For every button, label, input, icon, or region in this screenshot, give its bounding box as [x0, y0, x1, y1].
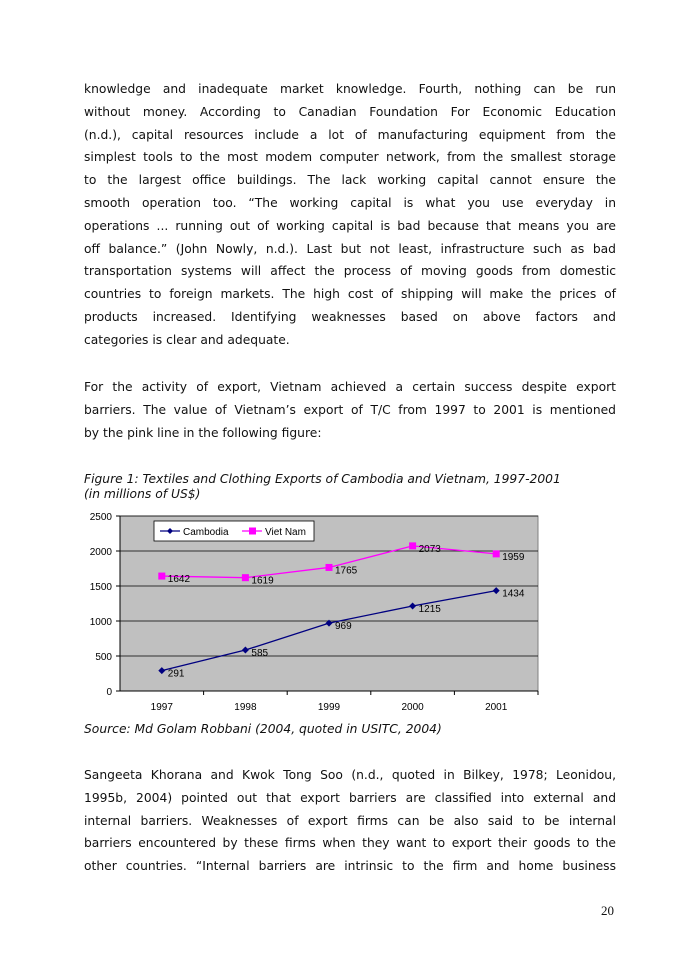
text-line: internal barriers. Weaknesses of export …	[84, 813, 616, 828]
text-line: Sangeeta Khorana and Kwok Tong Soo (n.d.…	[84, 768, 616, 782]
text-line: smooth operation too. “The working capit…	[84, 195, 616, 210]
x-tick-label: 1998	[234, 702, 257, 713]
legend-label: Cambodia	[183, 527, 229, 538]
y-tick-label: 1000	[90, 617, 113, 628]
legend-marker	[167, 528, 173, 534]
data-label: 1619	[251, 576, 274, 587]
text-line: 1995b, 2004) pointed out that export bar…	[84, 790, 616, 805]
text-line: barriers encountered by these firms when…	[84, 836, 616, 851]
data-label: 1642	[168, 574, 191, 585]
text-line: transportation systems will affect the p…	[84, 264, 616, 279]
text-line: categories is clear and adequate.	[84, 332, 290, 347]
paragraph-export-barriers: Sangeeta Khorana and Kwok Tong Soo (n.d.…	[84, 764, 616, 878]
y-tick-label: 1500	[90, 582, 113, 593]
data-label: 1215	[419, 604, 442, 615]
paragraph-export-success: For the activity of export, Vietnam achi…	[84, 376, 616, 444]
text-line: countries to foreign markets. The high c…	[84, 287, 616, 302]
data-point	[492, 587, 500, 595]
figure-caption: Figure 1: Textiles and Clothing Exports …	[84, 472, 561, 502]
data-point	[158, 667, 166, 675]
y-tick-label: 2000	[90, 547, 113, 558]
data-point	[158, 572, 166, 580]
data-label: 2073	[419, 544, 442, 555]
legend	[153, 520, 315, 542]
text-line: other countries. “Internal barriers are …	[84, 859, 616, 874]
legend-label: Viet Nam	[265, 527, 306, 538]
plot-area	[119, 515, 539, 692]
x-tick-label: 2000	[401, 702, 424, 713]
data-point	[492, 550, 500, 558]
text-line: knowledge and inadequate market knowledg…	[84, 82, 616, 96]
data-point	[409, 602, 417, 610]
text-line: products increased. Identifying weakness…	[84, 309, 616, 324]
text-line: without money. According to Canadian Fou…	[84, 104, 616, 119]
text-line: simplest tools to the most modem compute…	[84, 150, 616, 165]
legend-marker	[249, 527, 256, 535]
data-label: 1959	[502, 552, 525, 563]
figure-caption-units: (in millions of US$)	[84, 487, 201, 501]
data-point	[409, 542, 417, 550]
data-label: 291	[168, 669, 185, 680]
x-tick-label: 1997	[151, 702, 174, 713]
data-point	[325, 619, 333, 627]
text-line: (n.d.), capital resources include a lot …	[84, 127, 616, 142]
data-label: 1765	[335, 565, 358, 576]
text-line: barriers. The value of Vietnam’s export …	[84, 402, 616, 417]
data-label: 969	[335, 621, 352, 632]
text-line: off balance.” (John Nowly, n.d.). Last b…	[84, 241, 616, 256]
y-tick-label: 500	[95, 652, 112, 663]
figure-source: Source: Md Golam Robbani (2004, quoted i…	[84, 722, 442, 736]
page-number: 20	[601, 903, 614, 918]
data-point	[241, 646, 249, 654]
text-line: to the largest office buildings. The lac…	[84, 173, 616, 188]
text-line: For the activity of export, Vietnam achi…	[84, 380, 616, 394]
x-tick-label: 2001	[485, 702, 508, 713]
text-line: operations ... running out of working ca…	[84, 218, 616, 233]
exports-line-chart: 0 500 1000 1500 2000 2500 1997 1998 1999 2000 2001…	[90, 512, 539, 713]
y-tick-label: 2500	[90, 512, 113, 523]
figure-caption-title: Figure 1: Textiles and Clothing Exports …	[84, 472, 561, 486]
data-label: 585	[251, 648, 268, 659]
paragraph-capital: knowledge and inadequate market knowledg…	[84, 78, 616, 352]
data-point	[325, 563, 333, 571]
y-tick-label: 0	[106, 687, 112, 698]
data-point	[241, 574, 249, 582]
data-label: 1434	[502, 589, 525, 600]
x-tick-label: 1999	[318, 702, 341, 713]
text-line: by the pink line in the following figure…	[84, 425, 322, 440]
